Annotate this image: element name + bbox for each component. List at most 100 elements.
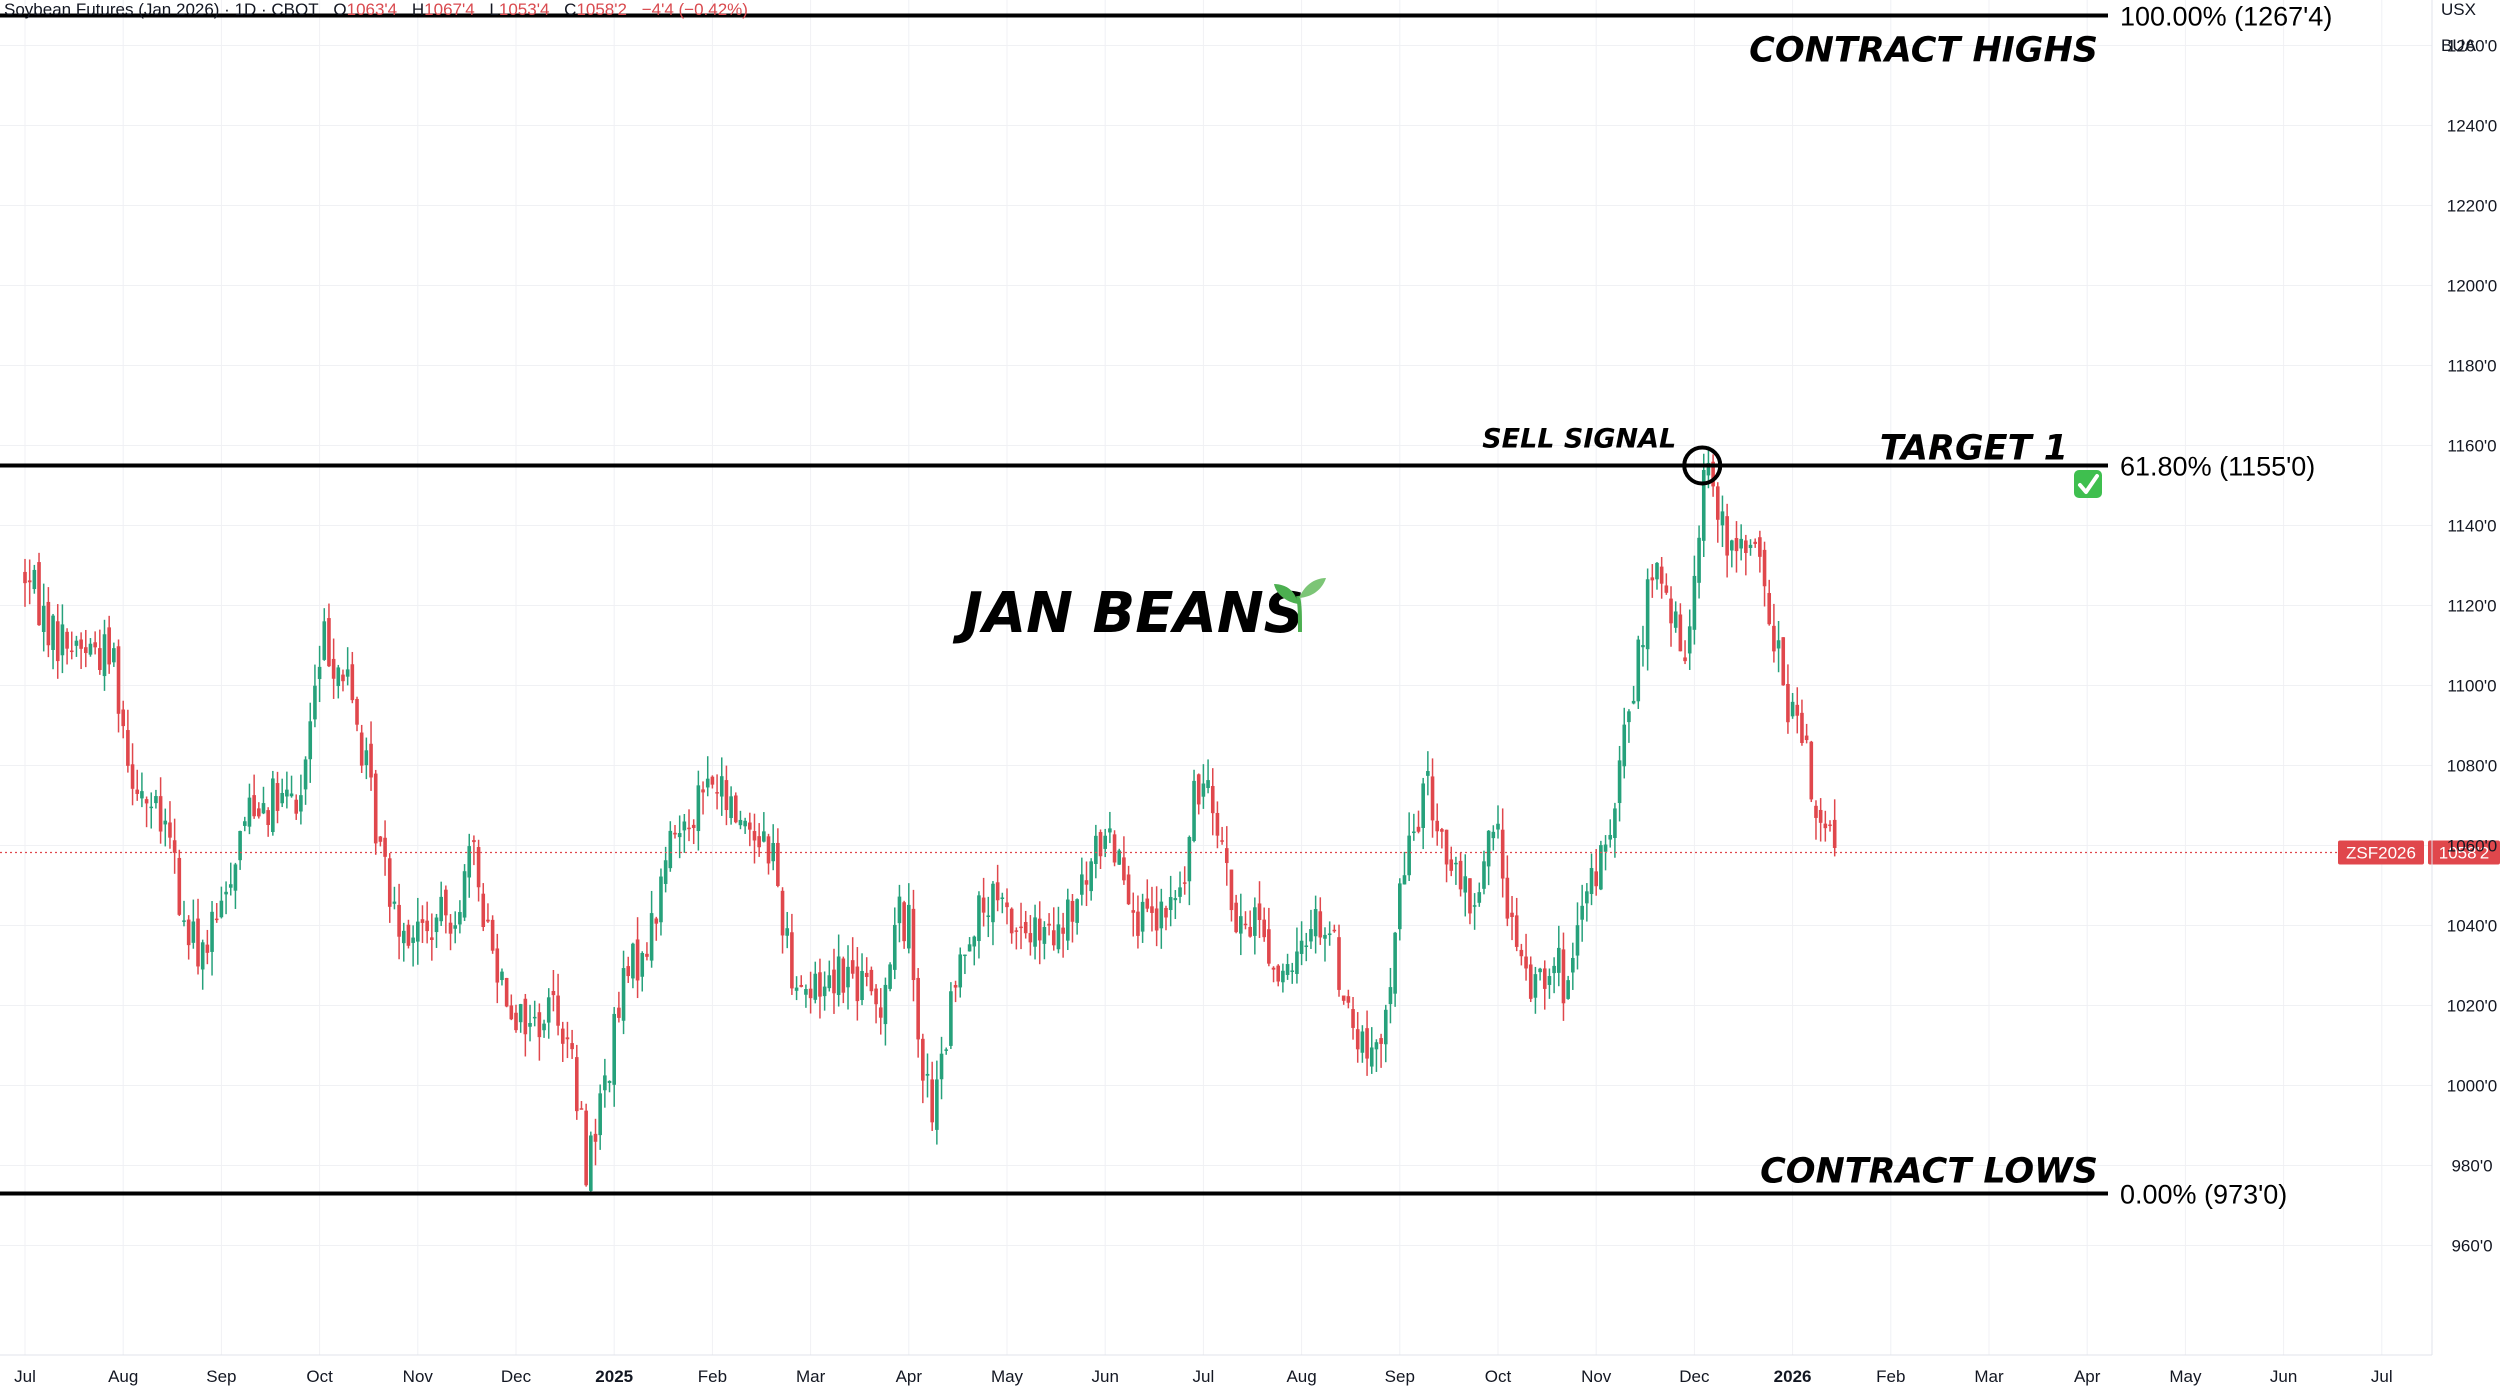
- x-tick-label: Aug: [1286, 1367, 1316, 1386]
- candle-up: [1192, 780, 1196, 841]
- candle-up: [1103, 835, 1107, 849]
- candle-down: [495, 948, 500, 983]
- candle-down: [373, 773, 378, 844]
- candle-down: [486, 919, 490, 922]
- candle-down: [1154, 908, 1159, 931]
- candle-up: [1033, 917, 1037, 947]
- candle-down: [1346, 996, 1351, 1003]
- candle-down: [1510, 912, 1514, 918]
- candle-up: [925, 1073, 930, 1076]
- price-axis[interactable]: 960'0 980'0 1000'0 1020'0 1040'0 1060'0 1080'0…: [2431, 0, 2498, 1355]
- candle-down: [1051, 930, 1056, 946]
- candle-up: [827, 975, 832, 989]
- candle-up: [1388, 987, 1393, 1005]
- candle-up: [140, 791, 144, 799]
- ohlc-low-value: 1053'4: [498, 0, 550, 19]
- candle-down: [1659, 566, 1664, 584]
- sell-signal-label: SELL SIGNAL: [1482, 424, 1676, 455]
- y-tick-label: 1020'0: [2447, 997, 2498, 1016]
- candle-down: [1711, 461, 1715, 487]
- candle-down: [1514, 915, 1519, 947]
- time-axis[interactable]: Jul Aug Sep Oct Nov Dec 2025 Feb Mar Apr May Jun Jul…: [0, 1354, 2432, 1386]
- candle-down: [818, 972, 822, 997]
- candle-down: [205, 944, 210, 953]
- contract-lows-label: CONTRACT LOWS: [1760, 1152, 2098, 1192]
- candle-down: [687, 827, 691, 830]
- candle-up: [1547, 976, 1552, 985]
- candle-up: [1393, 932, 1397, 994]
- candle-down: [1351, 1009, 1355, 1028]
- candle-down: [1131, 910, 1136, 913]
- candle-up: [991, 883, 995, 923]
- candle-down: [1430, 776, 1435, 821]
- candle-up: [1589, 868, 1594, 895]
- candle-up: [88, 643, 93, 655]
- candle-up: [897, 896, 902, 924]
- candle-down: [1519, 949, 1524, 957]
- last-price-line: ZSF2026 1058'2: [0, 840, 2500, 865]
- candle-down: [1814, 805, 1818, 818]
- candles[interactable]: [23, 446, 1837, 1195]
- candle-up: [1641, 645, 1645, 648]
- x-tick-label: May: [991, 1367, 1024, 1386]
- candle-down: [579, 1108, 584, 1110]
- x-tick-label: Feb: [1876, 1367, 1905, 1386]
- candle-down: [673, 832, 677, 835]
- candle-down: [523, 998, 528, 1035]
- candle-down: [748, 822, 752, 830]
- candle-up: [1042, 927, 1047, 944]
- x-tick-label: Oct: [1485, 1367, 1512, 1386]
- candle-down: [874, 988, 878, 1005]
- candle-down: [378, 836, 383, 842]
- candle-down: [1828, 824, 1832, 827]
- candle-down: [430, 937, 434, 941]
- candle-down: [406, 924, 411, 946]
- candle-down: [1150, 906, 1154, 913]
- candle-up: [1313, 909, 1318, 937]
- candle-up: [1706, 462, 1711, 476]
- candle-up: [458, 912, 462, 925]
- currency-label[interactable]: USX: [2441, 0, 2476, 19]
- sell-signal-marker: [1682, 445, 1723, 486]
- candle-up: [1412, 831, 1416, 834]
- x-tick-label: May: [2169, 1367, 2202, 1386]
- candle-down: [472, 840, 476, 843]
- candle-up: [1239, 916, 1243, 934]
- candle-up: [883, 984, 888, 1025]
- y-tick-label: 1080'0: [2447, 757, 2498, 776]
- candle-down: [1126, 874, 1131, 905]
- candle-down: [93, 642, 97, 648]
- candle-down: [116, 646, 121, 714]
- candle-down: [921, 1038, 925, 1081]
- y-tick-label: 980'0: [2451, 1157, 2492, 1176]
- candle-up: [60, 624, 65, 656]
- candle-down: [1019, 926, 1023, 929]
- candle-up: [1369, 1047, 1374, 1067]
- y-tick-label: 1180'0: [2447, 357, 2496, 376]
- candle-down: [1440, 829, 1444, 832]
- x-tick-label: Feb: [698, 1367, 727, 1386]
- candle-up: [640, 952, 645, 977]
- candle-down: [359, 732, 364, 766]
- candle-down: [1678, 614, 1683, 652]
- sprout-icon: [1274, 578, 1326, 633]
- candle-down: [570, 1043, 574, 1050]
- candle-up: [738, 819, 743, 826]
- candle-up: [1720, 511, 1725, 526]
- candle-up: [1140, 901, 1145, 932]
- candle-up: [228, 884, 233, 888]
- candle-down: [995, 882, 1000, 901]
- candle-down: [1267, 929, 1271, 964]
- candle-down: [98, 648, 102, 670]
- unit-label[interactable]: BUA: [2441, 36, 2476, 55]
- chart-title: JAN BEANS: [952, 581, 1304, 646]
- y-tick-label: 960'0: [2451, 1237, 2492, 1256]
- candle-down: [1524, 956, 1528, 969]
- candle-down: [1772, 625, 1776, 652]
- fib-levels[interactable]: 100.00% (1267'4) 61.80% (1155'0) 0.00% (97…: [0, 2, 2332, 1210]
- candle-down: [130, 764, 135, 789]
- candle-down: [1804, 735, 1809, 741]
- symbol-header[interactable]: Soybean Futures (Jan 2026) · 1D · CBOT O…: [4, 0, 758, 20]
- candle-up: [336, 667, 341, 687]
